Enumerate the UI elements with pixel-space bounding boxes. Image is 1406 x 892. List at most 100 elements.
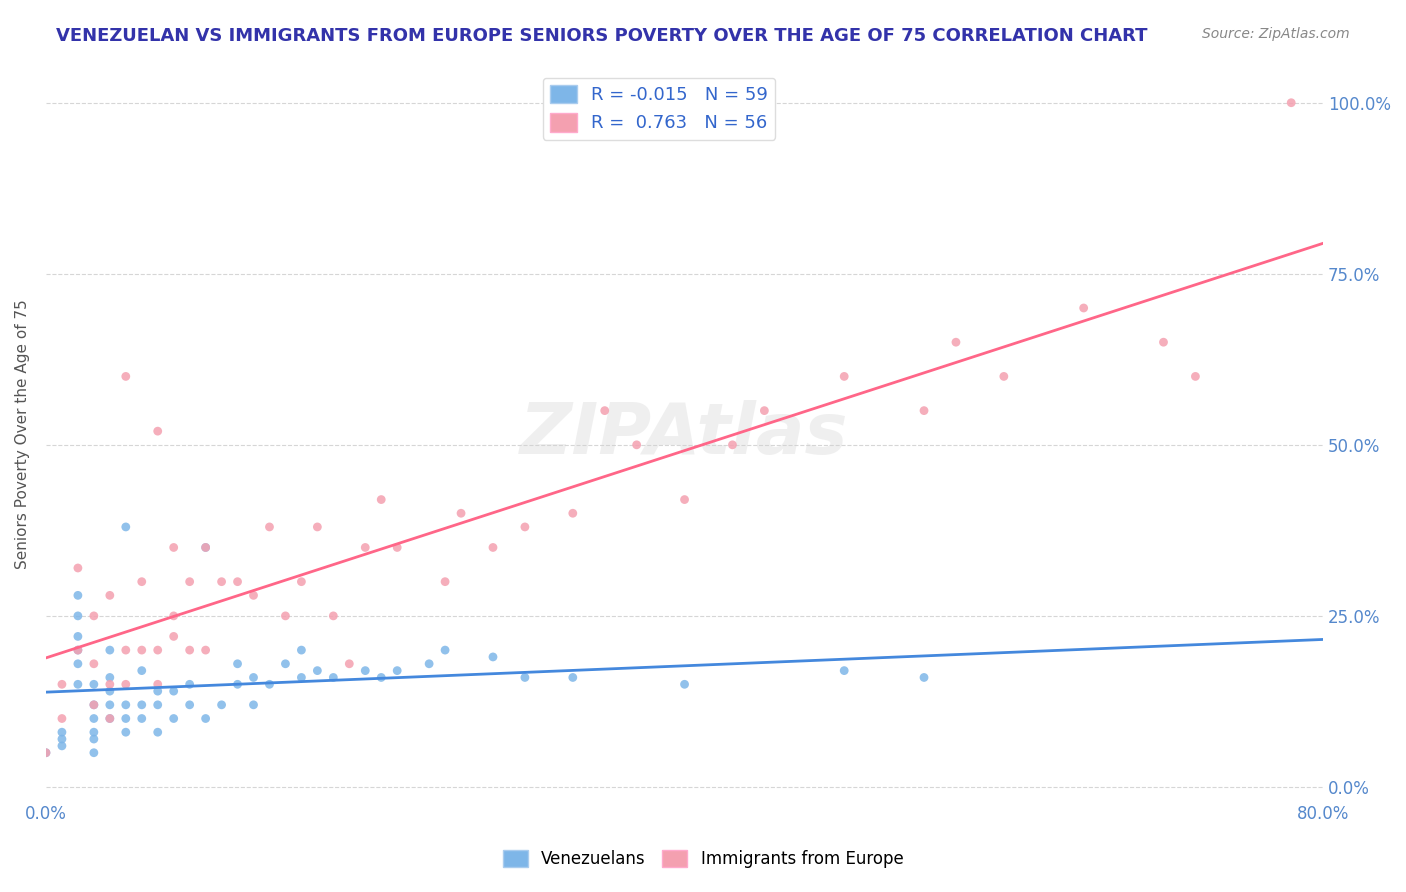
Point [354,541,377,555]
Point [98,643,121,657]
Point [114,369,136,384]
Point [98,712,121,726]
Point [434,643,457,657]
Point [146,684,169,698]
Point [179,574,201,589]
Point [114,643,136,657]
Point [66,657,89,671]
Point [83,746,105,760]
Point [66,588,89,602]
Point [98,684,121,698]
Point [146,698,169,712]
Point [226,574,249,589]
Point [370,670,392,684]
Text: Source: ZipAtlas.com: Source: ZipAtlas.com [1202,27,1350,41]
Point [194,643,217,657]
Point [434,574,457,589]
Point [131,574,153,589]
Point [211,698,233,712]
Point [513,520,536,534]
Point [322,670,344,684]
Point [51,725,73,739]
Point [66,629,89,643]
Point [259,520,281,534]
Point [307,664,329,678]
Point [66,608,89,623]
Point [163,629,186,643]
Point [114,712,136,726]
Point [385,541,408,555]
Point [146,424,169,438]
Point [945,335,967,350]
Point [114,725,136,739]
Point [131,664,153,678]
Point [290,574,312,589]
Point [993,369,1015,384]
Point [832,369,855,384]
Point [83,677,105,691]
Point [98,698,121,712]
Point [194,712,217,726]
Point [114,677,136,691]
Point [114,520,136,534]
Point [561,506,583,520]
Point [721,438,744,452]
Point [83,657,105,671]
Point [226,677,249,691]
Point [626,438,648,452]
Point [35,746,58,760]
Point [226,657,249,671]
Point [51,732,73,747]
Point [354,664,377,678]
Point [98,670,121,684]
Point [83,698,105,712]
Point [83,608,105,623]
Point [385,664,408,678]
Point [832,664,855,678]
Point [1279,95,1302,110]
Point [242,588,264,602]
Point [179,677,201,691]
Point [211,574,233,589]
Point [146,725,169,739]
Point [1073,301,1095,315]
Point [163,541,186,555]
Point [35,746,58,760]
Point [274,608,297,623]
Point [163,608,186,623]
Point [179,643,201,657]
Point [114,698,136,712]
Point [66,643,89,657]
Point [274,657,297,671]
Point [450,506,472,520]
Point [51,712,73,726]
Y-axis label: Seniors Poverty Over the Age of 75: Seniors Poverty Over the Age of 75 [15,300,30,569]
Point [83,698,105,712]
Point [131,712,153,726]
Point [83,712,105,726]
Point [51,739,73,753]
Point [1184,369,1206,384]
Point [673,677,696,691]
Point [163,712,186,726]
Point [593,403,616,417]
Point [83,732,105,747]
Point [259,677,281,691]
Point [912,670,935,684]
Point [561,670,583,684]
Point [66,677,89,691]
Point [66,643,89,657]
Point [290,643,312,657]
Legend: Venezuelans, Immigrants from Europe: Venezuelans, Immigrants from Europe [496,843,910,875]
Point [98,588,121,602]
Point [482,649,505,664]
Point [194,541,217,555]
Point [179,698,201,712]
Legend: R = -0.015   N = 59, R =  0.763   N = 56: R = -0.015 N = 59, R = 0.763 N = 56 [543,78,776,140]
Point [307,520,329,534]
Point [290,670,312,684]
Point [146,643,169,657]
Point [242,698,264,712]
Point [51,677,73,691]
Point [98,712,121,726]
